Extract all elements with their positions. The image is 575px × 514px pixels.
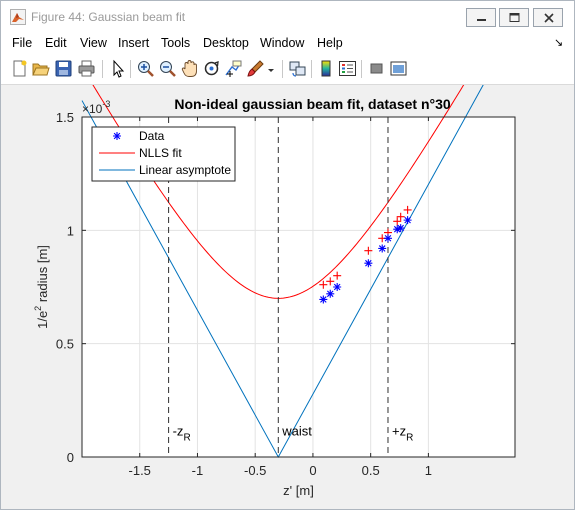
y-axis-exponent: ×10-3 bbox=[82, 99, 110, 116]
x-tick-label: -0.5 bbox=[244, 463, 266, 478]
menu-edit[interactable]: Edit bbox=[45, 36, 67, 50]
toolbar-separator bbox=[311, 60, 312, 78]
x-tick-label: 1 bbox=[425, 463, 432, 478]
maximize-button[interactable] bbox=[499, 8, 529, 27]
y-exponent-base: ×10 bbox=[82, 102, 103, 116]
y-axis-label-post: radius [m] bbox=[35, 245, 50, 306]
minimize-icon bbox=[477, 19, 486, 21]
data-markers bbox=[319, 216, 412, 304]
y-tick-label: 1.5 bbox=[56, 110, 74, 125]
data-point bbox=[393, 225, 402, 234]
fit-marker bbox=[326, 277, 335, 286]
toolbar-separator bbox=[102, 60, 103, 78]
y-axis-label-sup: 2 bbox=[33, 306, 43, 311]
legend-items: Data NLLS fit Linear asymptote bbox=[99, 129, 231, 177]
open-file-icon[interactable] bbox=[31, 59, 50, 78]
x-tick-label: -1.5 bbox=[129, 463, 151, 478]
save-icon[interactable] bbox=[54, 59, 73, 78]
vertical-line-label: waist bbox=[281, 423, 312, 438]
legend-label: NLLS fit bbox=[139, 146, 182, 160]
show-plot-tools-icon[interactable] bbox=[389, 59, 408, 78]
y-axis-label: 1/e2 radius [m] bbox=[33, 245, 50, 329]
vertical-line-label: -zR bbox=[173, 423, 191, 443]
legend-icon[interactable] bbox=[338, 59, 357, 78]
vertical-line-label-sub: R bbox=[183, 432, 190, 443]
vertical-line-label-main: waist bbox=[281, 423, 312, 438]
print-icon[interactable] bbox=[77, 59, 96, 78]
pan-icon[interactable] bbox=[180, 59, 199, 78]
brush-dropdown-icon[interactable] bbox=[266, 59, 276, 78]
y-axis-label-pre: 1/e bbox=[35, 311, 50, 329]
figure-toolbar bbox=[1, 54, 574, 85]
toolbar-separator bbox=[130, 60, 131, 78]
fit-marker bbox=[333, 271, 342, 280]
data-point bbox=[364, 259, 373, 268]
rotate-3d-icon[interactable] bbox=[202, 59, 221, 78]
menu-help[interactable]: Help bbox=[317, 36, 343, 50]
colorbar-icon[interactable] bbox=[317, 59, 336, 78]
data-cursor-icon[interactable] bbox=[224, 59, 243, 78]
x-tick-label: -1 bbox=[192, 463, 204, 478]
data-point bbox=[403, 216, 412, 225]
x-tick-label: 0 bbox=[309, 463, 316, 478]
title-bar[interactable]: Figure 44: Gaussian beam fit bbox=[1, 1, 574, 32]
menu-view[interactable]: View bbox=[80, 36, 107, 50]
close-icon bbox=[544, 13, 554, 23]
close-button[interactable] bbox=[533, 8, 563, 27]
new-figure-icon[interactable] bbox=[10, 59, 29, 78]
vertical-marker-lines: -zR waist +zR bbox=[168, 117, 413, 457]
toolbar-separator bbox=[361, 60, 362, 78]
vertical-line-label-sub: R bbox=[406, 432, 413, 443]
toolbar-separator bbox=[282, 60, 283, 78]
menu-insert[interactable]: Insert bbox=[118, 36, 150, 50]
data-point bbox=[396, 224, 405, 233]
y-tick-label: 0.5 bbox=[56, 337, 74, 352]
brush-icon[interactable] bbox=[246, 59, 265, 78]
x-tick-label: 0.5 bbox=[362, 463, 380, 478]
vertical-line-label-main: -z bbox=[173, 423, 184, 438]
pointer-icon[interactable] bbox=[108, 59, 127, 78]
vertical-line-label: +zR bbox=[392, 423, 413, 443]
menu-desktop[interactable]: Desktop bbox=[203, 36, 249, 50]
legend-data-marker bbox=[113, 132, 121, 140]
menu-tools[interactable]: Tools bbox=[161, 36, 191, 50]
minimize-button[interactable] bbox=[466, 8, 496, 27]
axis-ticks: -1.5 -1 -0.5 0 0.5 1 0 0.5 1 1.5 bbox=[56, 110, 515, 478]
vertical-line-label-main: +z bbox=[392, 423, 406, 438]
data-point bbox=[326, 289, 335, 298]
hide-plot-tools-icon[interactable] bbox=[367, 59, 386, 78]
data-point bbox=[319, 295, 328, 304]
axes-box bbox=[81, 116, 516, 458]
link-plot-icon[interactable] bbox=[288, 59, 307, 78]
menu-window[interactable]: Window bbox=[260, 36, 305, 50]
menu-bar: File Edit View Insert Tools Desktop Wind… bbox=[1, 32, 574, 54]
chart-title: Non-ideal gaussian beam fit, dataset n°3… bbox=[174, 96, 451, 112]
legend-label: Linear asymptote bbox=[139, 163, 231, 177]
data-point bbox=[383, 234, 392, 243]
zoom-out-icon[interactable] bbox=[158, 59, 177, 78]
maximize-icon bbox=[509, 13, 520, 22]
fit-marker bbox=[393, 217, 402, 226]
data-point bbox=[333, 283, 342, 291]
y-tick-label: 1 bbox=[67, 223, 74, 238]
zoom-in-icon[interactable] bbox=[136, 59, 155, 78]
y-exponent-power: -3 bbox=[102, 99, 110, 109]
legend-label: Data bbox=[139, 129, 165, 143]
matlab-figure-icon bbox=[10, 9, 26, 25]
legend[interactable]: Data NLLS fit Linear asymptote bbox=[91, 126, 236, 182]
y-tick-label: 0 bbox=[67, 450, 74, 465]
fit-marker bbox=[396, 212, 405, 221]
fit-marker bbox=[364, 246, 373, 255]
plot-svg: -zR waist +zR -1.5 -1 -0.5 0 0.5 100.511.5 Non-… bbox=[33, 0, 516, 498]
x-axis-label: z' [m] bbox=[283, 483, 314, 498]
data-point bbox=[378, 244, 387, 253]
fit-marker bbox=[403, 205, 412, 214]
menu-file[interactable]: File bbox=[12, 36, 33, 50]
dock-arrow-icon[interactable]: ↘ bbox=[554, 37, 564, 49]
window-title: Figure 44: Gaussian beam fit bbox=[31, 10, 186, 24]
fit-marker bbox=[319, 280, 328, 289]
